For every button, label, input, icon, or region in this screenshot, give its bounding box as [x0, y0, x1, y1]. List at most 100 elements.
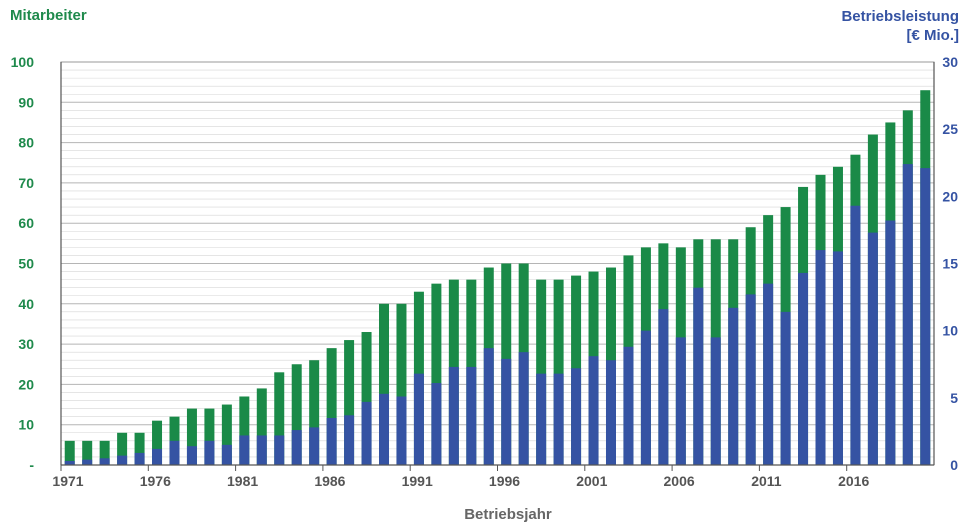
tick-labels: - 10 20 30 40 50 60 70 80 90 100 0 5 10 15 20 25 30 1971 19… [11, 54, 959, 489]
bar-betriebsleistung-1995 [483, 348, 494, 465]
y-right-tick-label: 20 [942, 188, 958, 204]
bar-betriebsleistung-1989 [379, 393, 390, 465]
bar-mitarbeiter-1999 [553, 279, 564, 465]
y-right-tick-label: 5 [950, 390, 958, 406]
bar-mitarbeiter-1981 [239, 396, 250, 465]
y-right-tick-label: 15 [942, 256, 958, 272]
bar-betriebsleistung-2002 [605, 360, 616, 465]
x-tick-label: 1996 [489, 473, 520, 489]
bar-mitarbeiter-1974 [117, 432, 128, 465]
x-tick-label: 1971 [52, 473, 83, 489]
y-right-tick-label: 25 [942, 121, 958, 137]
x-tick-label: 1986 [314, 473, 345, 489]
right-axis-title-line1: Betriebsleistung [841, 8, 959, 25]
bar-betriebsleistung-1982 [256, 435, 267, 465]
bar-betriebsleistung-2016 [850, 205, 861, 465]
bar-mitarbeiter-1975 [134, 432, 145, 465]
bar-mitarbeiter-1990 [396, 303, 407, 465]
x-tick-label: 1991 [402, 473, 433, 489]
bar-betriebsleistung-2009 [728, 307, 739, 465]
bar-betriebsleistung-1978 [186, 446, 197, 465]
bar-betriebsleistung-1994 [466, 366, 477, 465]
y-left-tick-label: 50 [18, 256, 34, 272]
bar-mitarbeiter-1973 [99, 440, 110, 465]
y-left-tick-label: 90 [18, 94, 34, 110]
bar-mitarbeiter-1987 [344, 340, 355, 465]
bar-mitarbeiter-1986 [326, 348, 337, 465]
bar-betriebsleistung-1972 [82, 459, 93, 465]
y-left-tick-label: 80 [18, 135, 34, 151]
bar-mitarbeiter-1980 [221, 404, 232, 465]
axes [60, 62, 935, 471]
bar-betriebsleistung-1984 [291, 430, 302, 465]
bar-betriebsleistung-2006 [675, 337, 686, 465]
bar-mitarbeiter-1992 [431, 283, 442, 465]
y-left-tick-label: 20 [18, 376, 34, 392]
bar-mitarbeiter-1971 [64, 440, 75, 465]
y-left-tick-label: 40 [18, 296, 34, 312]
bar-mitarbeiter-1984 [291, 364, 302, 465]
bar-betriebsleistung-1981 [239, 435, 250, 465]
bar-mitarbeiter-1978 [186, 408, 197, 465]
bar-betriebsleistung-2018 [885, 220, 896, 465]
bar-betriebsleistung-1980 [221, 444, 232, 465]
y-right-tick-label: 0 [950, 457, 958, 473]
y-left-tick-label: 10 [18, 417, 34, 433]
bar-mitarbeiter-1998 [536, 279, 547, 465]
y-left-tick-label: 70 [18, 175, 34, 191]
right-axis-title-line2: [€ Mio.] [906, 27, 960, 44]
bar-betriebsleistung-1991 [413, 373, 424, 465]
y-right-tick-label: 10 [942, 323, 958, 339]
x-tick-label: 2011 [751, 473, 782, 489]
y-left-tick-label: 100 [11, 54, 35, 70]
bar-betriebsleistung-1992 [431, 383, 442, 465]
x-tick-label: 2006 [664, 473, 695, 489]
bar-betriebsleistung-1998 [536, 373, 547, 465]
x-tick-label: 2016 [838, 473, 869, 489]
bar-betriebsleistung-1988 [361, 401, 372, 465]
bar-betriebsleistung-2007 [693, 287, 704, 465]
y-left-tick-label: 30 [18, 336, 34, 352]
bar-betriebsleistung-2005 [658, 309, 669, 465]
bar-betriebsleistung-2004 [640, 330, 651, 465]
bar-mitarbeiter-1983 [274, 372, 285, 465]
bar-betriebsleistung-1974 [117, 455, 128, 465]
bar-betriebsleistung-1977 [169, 440, 180, 465]
bar-betriebsleistung-1987 [344, 415, 355, 465]
bar-mitarbeiter-1982 [256, 388, 267, 465]
y-left-tick-label: - [29, 457, 34, 473]
left-axis-title: Mitarbeiter [10, 7, 87, 24]
x-tick-label: 1981 [227, 473, 258, 489]
bar-betriebsleistung-2015 [832, 251, 843, 465]
bar-mitarbeiter-1972 [82, 440, 93, 465]
bar-betriebsleistung-1996 [501, 358, 512, 465]
bar-mitarbeiter-1976 [152, 420, 163, 465]
right-axis-title: Betriebsleistung [€ Mio.] [841, 7, 959, 45]
y-right-tick-label: 30 [942, 54, 958, 70]
bar-betriebsleistung-1997 [518, 352, 529, 465]
bars [64, 90, 931, 466]
bar-betriebsleistung-1971 [64, 460, 75, 465]
bar-betriebsleistung-2020 [920, 168, 931, 465]
bar-mitarbeiter-1979 [204, 408, 215, 465]
bar-betriebsleistung-2012 [780, 311, 791, 465]
bar-betriebsleistung-1993 [448, 366, 459, 465]
bar-betriebsleistung-1999 [553, 373, 564, 465]
bar-betriebsleistung-1990 [396, 396, 407, 465]
bar-mitarbeiter-1988 [361, 332, 372, 465]
bar-betriebsleistung-1983 [274, 435, 285, 465]
bar-betriebsleistung-2001 [588, 356, 599, 465]
bar-betriebsleistung-2010 [745, 294, 756, 465]
y-left-tick-label: 60 [18, 215, 34, 231]
bar-betriebsleistung-1976 [152, 448, 163, 465]
bar-betriebsleistung-2000 [571, 368, 582, 465]
bar-betriebsleistung-1973 [99, 458, 110, 465]
bar-betriebsleistung-2008 [710, 337, 721, 465]
bar-betriebsleistung-2003 [623, 346, 634, 465]
bar-betriebsleistung-2011 [763, 283, 774, 465]
bar-mitarbeiter-1985 [309, 360, 320, 465]
bar-betriebsleistung-2013 [798, 272, 809, 465]
bar-betriebsleistung-1986 [326, 417, 337, 465]
bar-betriebsleistung-1979 [204, 440, 215, 465]
